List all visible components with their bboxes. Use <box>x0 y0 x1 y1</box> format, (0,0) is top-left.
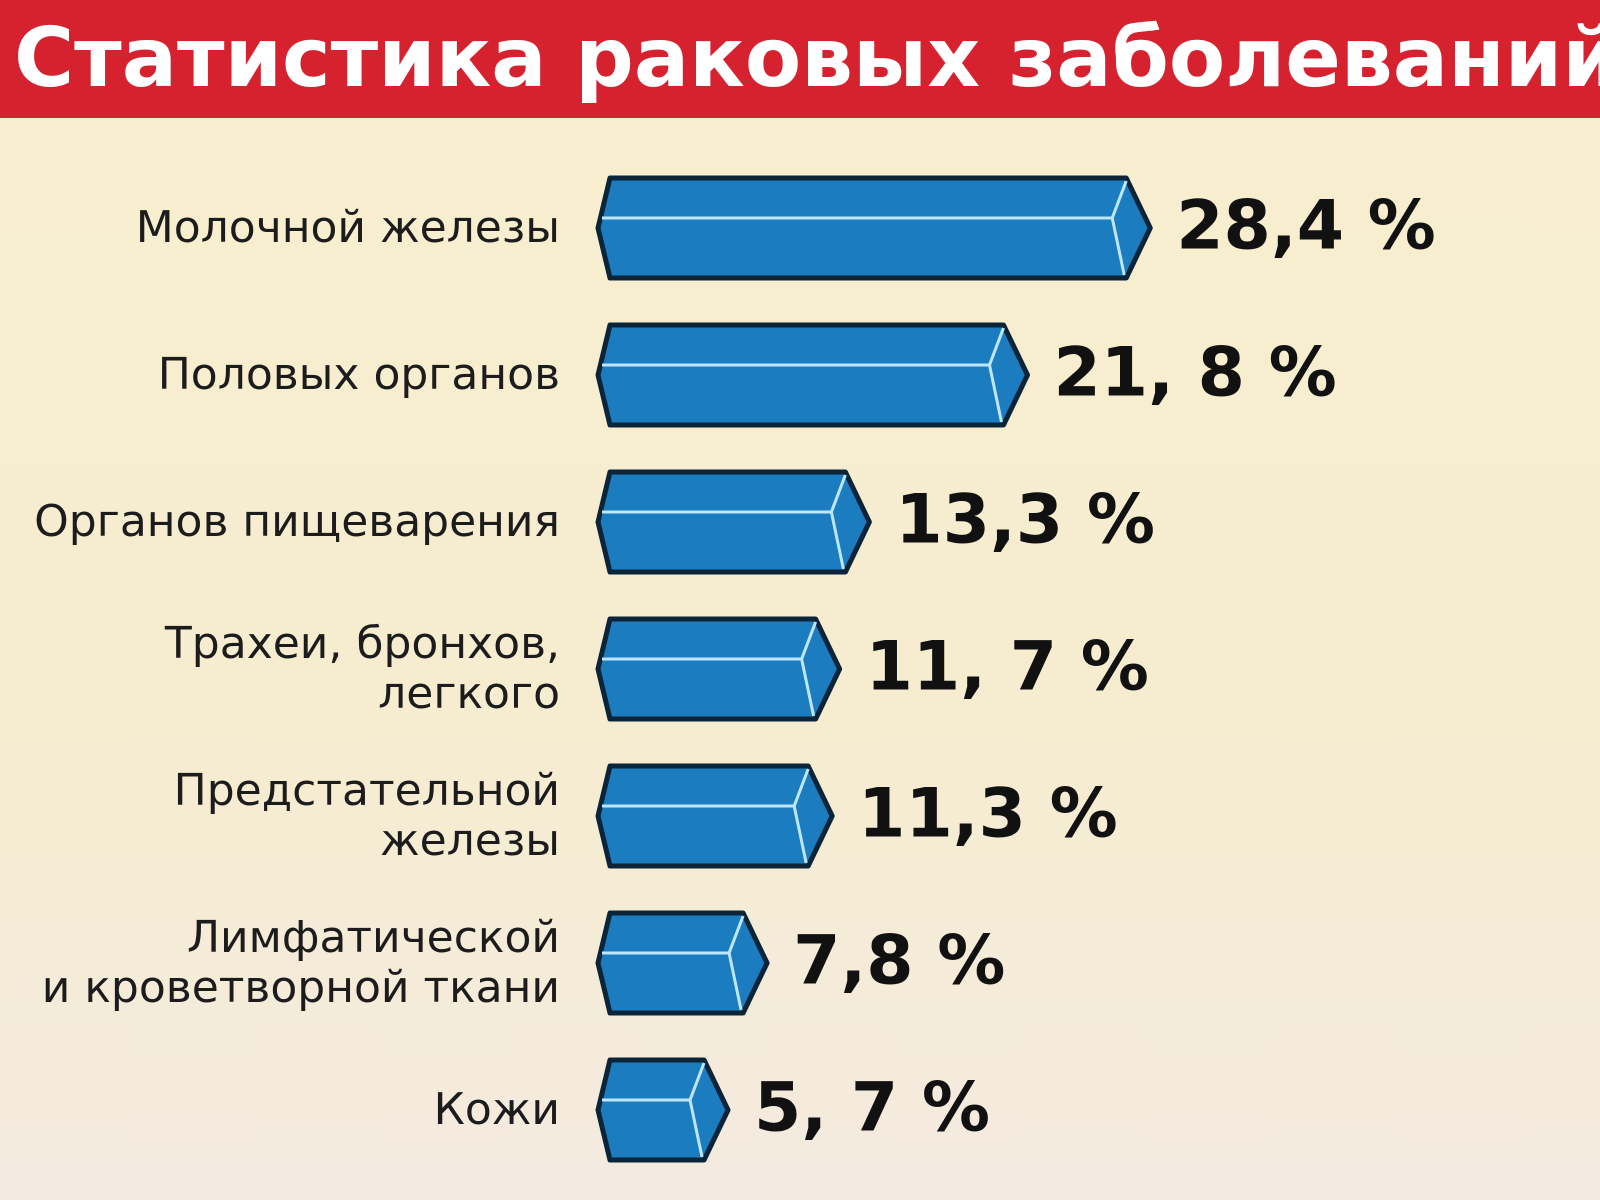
bar <box>595 616 843 722</box>
value-label: 11, 7 % <box>866 628 1149 707</box>
bar <box>595 910 770 1016</box>
bar-edge <box>688 1099 704 1158</box>
bar-edge <box>988 364 1003 423</box>
bar-edge <box>800 658 816 717</box>
chart-title: Статистика раковых заболеваний <box>0 0 1600 118</box>
bar <box>595 1057 731 1163</box>
value-label: 21, 8 % <box>1053 334 1336 413</box>
category-label: Предстательной железы <box>173 765 560 866</box>
value-label: 5, 7 % <box>754 1069 990 1148</box>
bar <box>595 322 1030 428</box>
bar-edge <box>727 952 743 1011</box>
category-label: Органов пищеварения <box>34 496 560 547</box>
category-label: Трахеи, бронхов, легкого <box>164 618 560 719</box>
value-label: 11,3 % <box>858 775 1118 854</box>
category-label: Молочной железы <box>135 202 560 253</box>
bar-edge <box>792 805 808 864</box>
category-label: Кожи <box>433 1084 560 1135</box>
category-label: Лимфатической и кроветворной ткани <box>41 912 560 1013</box>
bar <box>595 763 835 869</box>
value-label: 7,8 % <box>793 922 1005 1001</box>
bar <box>595 175 1153 281</box>
bar <box>595 469 872 575</box>
bar-edge <box>1110 217 1126 276</box>
category-label: Половых органов <box>157 349 560 400</box>
value-label: 13,3 % <box>895 481 1155 560</box>
bar-edge <box>829 511 845 570</box>
value-label: 28,4 % <box>1176 187 1436 266</box>
